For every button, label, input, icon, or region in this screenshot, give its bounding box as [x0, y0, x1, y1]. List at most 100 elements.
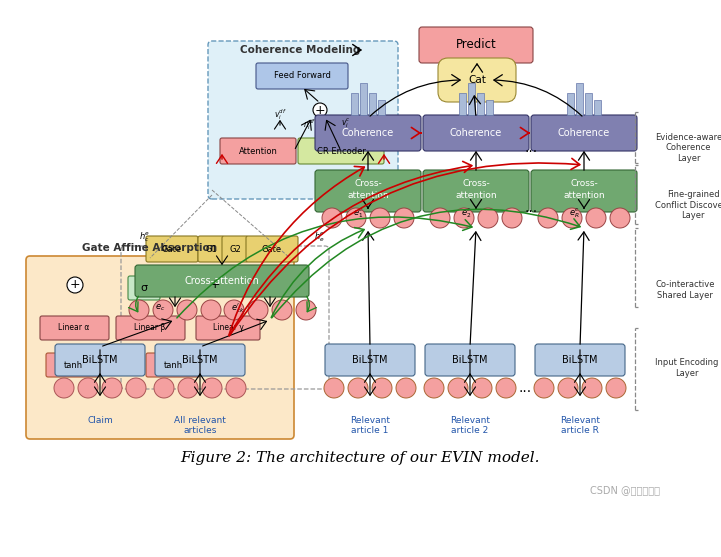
Text: G1: G1 [205, 245, 217, 253]
Text: Relevant
article 2: Relevant article 2 [450, 416, 490, 436]
Circle shape [424, 378, 444, 398]
Text: BiLSTM: BiLSTM [562, 355, 598, 365]
Circle shape [126, 378, 146, 398]
Text: ...: ... [524, 201, 538, 215]
Text: BiLSTM: BiLSTM [353, 355, 388, 365]
Text: Gate: Gate [162, 245, 182, 253]
Text: Linear β: Linear β [134, 324, 166, 333]
Circle shape [606, 378, 626, 398]
Text: BiLSTM: BiLSTM [82, 355, 118, 365]
FancyBboxPatch shape [423, 170, 529, 212]
FancyBboxPatch shape [535, 344, 625, 376]
Circle shape [102, 378, 122, 398]
Text: Cross-attention: Cross-attention [185, 276, 260, 286]
Text: G2: G2 [229, 245, 241, 253]
Text: Relevant
article 1: Relevant article 1 [350, 416, 390, 436]
Text: Fine-grained
Conflict Discovery
Layer: Fine-grained Conflict Discovery Layer [655, 190, 721, 220]
Circle shape [558, 378, 578, 398]
Text: Linear γ: Linear γ [213, 324, 244, 333]
Bar [576, 83, 583, 115]
Text: Cross-: Cross- [462, 179, 490, 188]
Circle shape [534, 378, 554, 398]
Circle shape [348, 378, 368, 398]
Text: $v_i^c$: $v_i^c$ [341, 116, 351, 130]
Text: $h_e^e$: $h_e^e$ [314, 230, 326, 244]
Text: All relevant
articles: All relevant articles [174, 416, 226, 436]
FancyBboxPatch shape [325, 344, 415, 376]
Text: +: + [314, 104, 325, 116]
Text: Claim: Claim [87, 416, 113, 425]
Circle shape [430, 208, 450, 228]
FancyBboxPatch shape [146, 353, 200, 377]
Text: Cross-: Cross- [354, 179, 382, 188]
Bar [477, 93, 484, 115]
FancyBboxPatch shape [40, 316, 109, 340]
Circle shape [129, 300, 149, 320]
FancyBboxPatch shape [196, 316, 260, 340]
Text: Cross-: Cross- [570, 179, 598, 188]
Circle shape [248, 300, 268, 320]
Text: attention: attention [455, 192, 497, 201]
FancyBboxPatch shape [146, 236, 198, 262]
FancyBboxPatch shape [256, 63, 348, 89]
Circle shape [472, 378, 492, 398]
Text: ...: ... [518, 381, 531, 395]
Bar [594, 100, 601, 115]
FancyBboxPatch shape [155, 344, 245, 376]
FancyBboxPatch shape [55, 344, 145, 376]
Circle shape [78, 378, 98, 398]
Text: $e_1^c$: $e_1^c$ [353, 206, 363, 220]
FancyBboxPatch shape [135, 265, 309, 297]
FancyBboxPatch shape [222, 236, 248, 262]
Text: Predict: Predict [456, 38, 496, 51]
Circle shape [201, 300, 221, 320]
FancyBboxPatch shape [208, 41, 398, 199]
Text: σ: σ [141, 283, 148, 293]
FancyBboxPatch shape [315, 115, 421, 151]
Text: Cat: Cat [468, 75, 486, 85]
FancyBboxPatch shape [128, 276, 160, 300]
Text: $e_R^c$: $e_R^c$ [569, 206, 580, 220]
Circle shape [324, 378, 344, 398]
Circle shape [394, 208, 414, 228]
Circle shape [296, 300, 316, 320]
Text: Coherence: Coherence [342, 128, 394, 138]
FancyBboxPatch shape [419, 27, 533, 63]
Bar [486, 100, 493, 115]
Circle shape [448, 378, 468, 398]
Text: $h_c^e$: $h_c^e$ [139, 230, 151, 244]
Text: CSDN @晓沫咕咕哒: CSDN @晓沫咕咕哒 [590, 485, 660, 495]
FancyBboxPatch shape [116, 316, 185, 340]
Text: tanh: tanh [63, 360, 83, 369]
Circle shape [177, 300, 197, 320]
FancyBboxPatch shape [198, 236, 224, 262]
Circle shape [502, 208, 522, 228]
Text: BiLSTM: BiLSTM [452, 355, 487, 365]
Circle shape [313, 103, 327, 117]
Circle shape [396, 378, 416, 398]
Circle shape [562, 208, 582, 228]
Text: Figure 2: The architecture of our EVIN model.: Figure 2: The architecture of our EVIN m… [180, 451, 540, 465]
Text: Feed Forward: Feed Forward [273, 71, 330, 81]
Bar [360, 83, 367, 115]
Circle shape [478, 208, 498, 228]
Bar [351, 93, 358, 115]
Text: Linear α: Linear α [58, 324, 89, 333]
Circle shape [586, 208, 606, 228]
FancyBboxPatch shape [46, 353, 100, 377]
Text: $e_2^c$: $e_2^c$ [461, 206, 472, 220]
Text: Gate: Gate [262, 245, 282, 253]
Text: ...: ... [524, 141, 538, 155]
FancyBboxPatch shape [246, 236, 298, 262]
Circle shape [454, 208, 474, 228]
FancyBboxPatch shape [298, 138, 384, 164]
Text: Coherence Modeling: Coherence Modeling [240, 45, 360, 55]
Circle shape [67, 277, 83, 293]
Bar [468, 83, 475, 115]
Bar [369, 93, 376, 115]
Bar [459, 93, 466, 115]
FancyBboxPatch shape [531, 115, 637, 151]
Text: Gate Affine Absorption: Gate Affine Absorption [82, 243, 218, 253]
Circle shape [207, 277, 223, 293]
Text: Coherence: Coherence [558, 128, 610, 138]
